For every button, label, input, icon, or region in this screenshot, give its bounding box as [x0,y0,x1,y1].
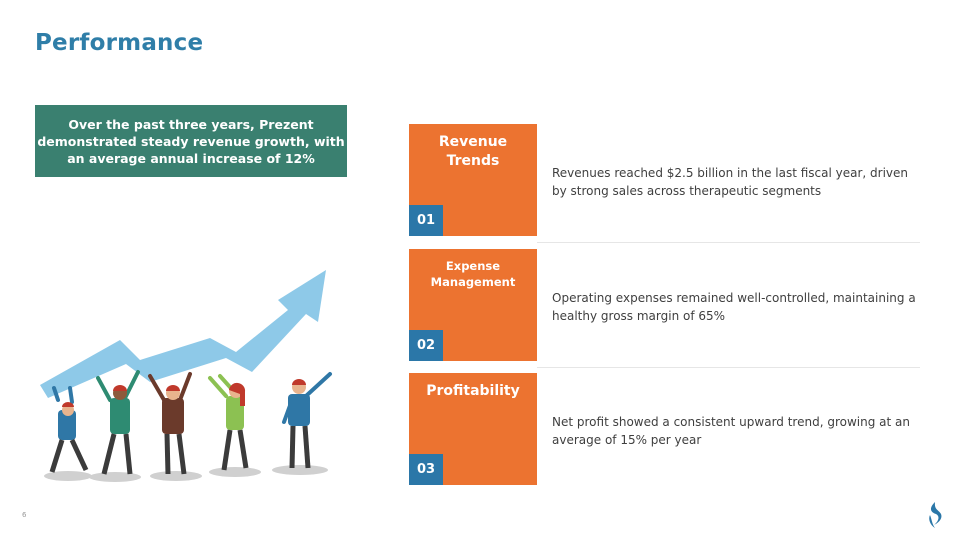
brand-logo-icon [929,502,942,528]
card-number-badge: 02 [409,330,443,361]
card-title: Expense Management [430,259,516,289]
slide-title: Performance [35,30,204,56]
card-number-badge: 03 [409,454,443,485]
card-description: Operating expenses remained well-control… [552,291,916,323]
card-description: Net profit showed a consistent upward tr… [552,415,910,447]
card-title: Profitability [426,383,520,399]
summary-callout: Over the past three years, Prezent demon… [35,105,347,177]
card-profitability: Profitability 03 [409,373,537,485]
card-revenue-trends: Revenue Trends 01 [409,124,537,236]
card-expense-management: Expense Management 02 [409,249,537,361]
divider [537,242,920,243]
card-number-badge: 01 [409,205,443,236]
page-number: 6 [22,511,27,519]
card-description: Revenues reached $2.5 billion in the las… [552,166,909,198]
divider [537,367,920,368]
team-lifting-growth-arrow-illustration [40,270,332,482]
card-title: Revenue Trends [438,134,508,169]
